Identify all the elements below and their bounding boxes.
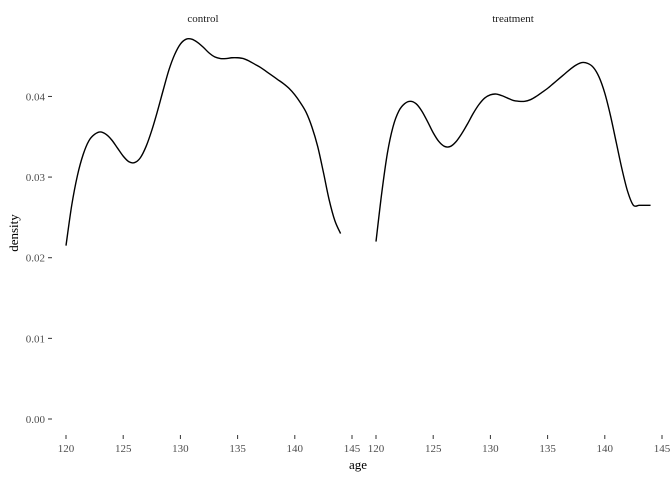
y-axis: 0.00 0.01 0.02 0.03 0.04 (26, 91, 52, 426)
y-tick-label: 0.03 (26, 172, 46, 184)
x-axis-title: age (349, 457, 367, 472)
x-tick-label: 135 (229, 443, 246, 455)
panel-strip-label: treatment (492, 13, 534, 25)
x-tick-label: 145 (344, 443, 361, 455)
panels-layer: control 120 125 130 135 140 145 treatment 120 125… (58, 13, 671, 455)
x-tick-label: 125 (115, 443, 132, 455)
x-tick-label: 125 (425, 443, 442, 455)
y-axis-title: density (6, 214, 21, 252)
panel-treatment: treatment 120 125 130 135 140 145 (368, 13, 671, 455)
panel-strip-label: control (187, 13, 218, 25)
x-tick-label: 120 (58, 443, 75, 455)
density-line-treatment (375, 61, 651, 242)
panel-control: control 120 125 130 135 140 145 (58, 13, 361, 455)
x-tick-label: 130 (482, 443, 499, 455)
x-tick-label: 145 (654, 443, 671, 455)
y-tick-label: 0.02 (26, 253, 45, 265)
x-tick-label: 140 (597, 443, 614, 455)
x-tick-label: 135 (539, 443, 556, 455)
x-tick-label: 120 (368, 443, 385, 455)
y-tick-label: 0.00 (26, 414, 46, 426)
density-line-control (65, 37, 342, 246)
y-tick-label: 0.04 (26, 91, 46, 103)
y-tick-label: 0.01 (26, 333, 45, 345)
x-tick-label: 130 (172, 443, 189, 455)
x-tick-label: 140 (287, 443, 304, 455)
